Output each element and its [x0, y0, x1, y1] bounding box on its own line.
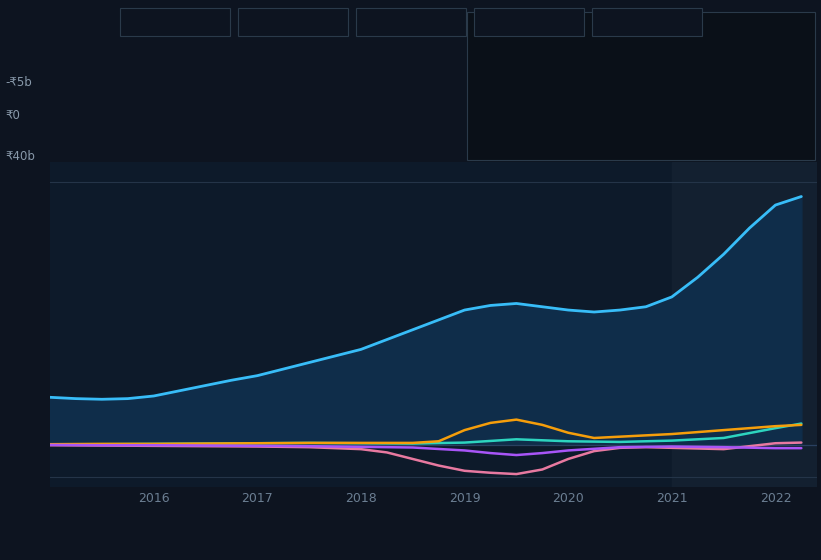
Text: Revenue: Revenue	[145, 16, 197, 29]
Text: profit margin: profit margin	[642, 73, 718, 83]
Text: Earnings: Earnings	[264, 16, 315, 29]
Text: Earnings: Earnings	[475, 60, 524, 70]
Text: ₹3.493b /yr: ₹3.493b /yr	[612, 60, 684, 70]
Text: 9.8%: 9.8%	[612, 73, 643, 83]
Bar	[672, 162, 817, 487]
Text: ₹35.798b /yr: ₹35.798b /yr	[612, 38, 691, 48]
Text: -₹5b: -₹5b	[5, 76, 32, 89]
Text: Mar 31 2022: Mar 31 2022	[475, 16, 568, 29]
Text: ₹40b: ₹40b	[5, 150, 34, 163]
Text: Revenue: Revenue	[475, 38, 524, 48]
Text: Cash From Op: Cash From Op	[475, 117, 553, 127]
Text: ₹441.719m /yr: ₹441.719m /yr	[612, 139, 703, 149]
Text: Free Cash Flow: Free Cash Flow	[382, 16, 470, 29]
Text: Free Cash Flow: Free Cash Flow	[475, 95, 558, 105]
Text: ₹0: ₹0	[5, 109, 20, 122]
Text: Operating Expenses: Operating Expenses	[475, 139, 587, 149]
Text: Cash From Op: Cash From Op	[499, 16, 582, 29]
Text: Operating Expenses: Operating Expenses	[617, 16, 736, 29]
Text: ₹333.122m /yr: ₹333.122m /yr	[612, 95, 703, 105]
Text: ₹2.671b /yr: ₹2.671b /yr	[612, 117, 684, 127]
